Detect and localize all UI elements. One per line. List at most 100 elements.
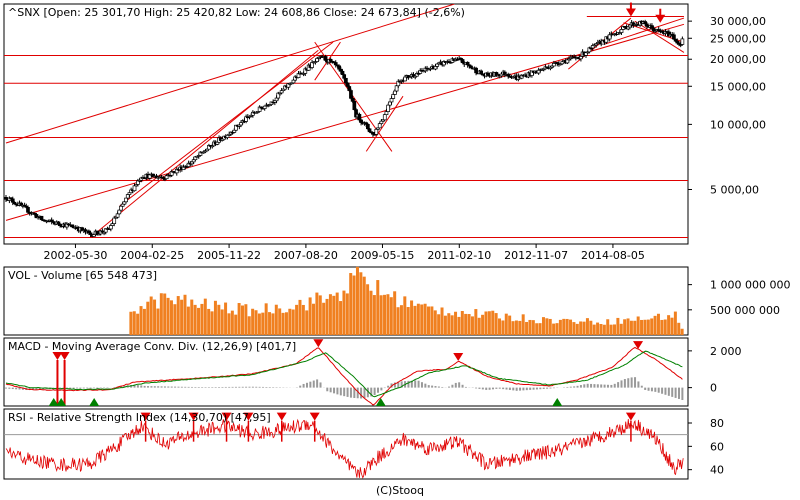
volume-bar (673, 311, 677, 335)
macd-panel-title: MACD - Moving Average Conv. Div. (12,26,… (8, 340, 296, 353)
macd-histogram-bar (333, 387, 336, 394)
candle-body (108, 225, 113, 230)
candle-body (386, 104, 391, 112)
macd-histogram-bar (380, 387, 383, 391)
candle-body (122, 201, 127, 205)
candle-body (340, 70, 345, 75)
macd-histogram-bar (654, 387, 657, 392)
rsi-overbought-arrow (188, 412, 199, 421)
volume-bar (447, 313, 451, 335)
rsi-panel: RSI - Relative Strength Index (14,30,70)… (3, 408, 724, 480)
candle-body (274, 97, 279, 102)
volume-bar (579, 321, 583, 335)
volume-bar (470, 316, 474, 335)
volume-bar (224, 302, 228, 335)
macd-histogram-bar (505, 387, 508, 390)
volume-bar (230, 310, 234, 335)
volume-bar (596, 322, 600, 335)
candle-body (132, 185, 137, 192)
macd-histogram-bar (512, 387, 515, 391)
volume-bar (555, 323, 559, 335)
macd-histogram-bar (59, 387, 62, 389)
volume-bar (308, 297, 312, 335)
candle-body (374, 128, 379, 135)
macd-histogram-bar (569, 386, 572, 388)
volume-bar (366, 284, 370, 335)
candle-body (474, 67, 478, 74)
volume-bar (257, 313, 261, 335)
macd-histogram-bar (377, 387, 380, 393)
macd-histogram-bar (316, 379, 319, 388)
macd-histogram-bar (485, 387, 488, 390)
candle-body (26, 207, 30, 213)
macd-histogram-bar (407, 380, 410, 388)
macd-histogram-bar (262, 386, 265, 388)
macd-histogram-bar (197, 387, 200, 388)
macd-histogram-bar (228, 386, 231, 388)
macd-histogram-bar (519, 387, 522, 391)
candle-body (337, 65, 341, 70)
macd-red-line (5, 346, 683, 406)
macd-histogram-bar (167, 386, 170, 388)
volume-bar (240, 305, 244, 335)
macd-histogram-bar (390, 383, 393, 388)
macd-histogram-bar (302, 383, 305, 388)
macd-histogram-bar (346, 387, 349, 397)
volume-bar (247, 316, 251, 335)
copyright-footer: (C)Stooq (375, 484, 424, 497)
price-markers (625, 2, 666, 23)
volume-bar (305, 310, 309, 335)
macd-histogram-bar (187, 386, 190, 388)
macd-green-line (5, 350, 683, 398)
candle-body (389, 98, 394, 103)
volume-bar (528, 319, 532, 335)
volume-bar (295, 304, 299, 335)
macd-histogram-bar (82, 387, 85, 389)
macd-histogram-bar (579, 385, 582, 388)
macd-histogram-bar (583, 384, 586, 388)
volume-bar (484, 311, 488, 335)
volume-bar (616, 317, 620, 335)
trend-line (5, 4, 455, 144)
volume-bar (149, 296, 153, 335)
macd-histogram-bar (218, 387, 221, 388)
price-y-tick-label: 20 000,00 (710, 53, 766, 66)
volume-bar (183, 294, 187, 335)
volume-bar (163, 293, 167, 335)
macd-histogram-bar (326, 387, 329, 392)
volume-bar (396, 307, 400, 335)
volume-bar (369, 290, 373, 335)
price-y-tick-label: 15 000,00 (710, 80, 766, 93)
price-signal-arrow (655, 14, 666, 23)
candle-body (403, 76, 407, 82)
volume-bar (626, 318, 630, 335)
macd-histogram-bar (373, 387, 376, 396)
macd-histogram-bar (238, 386, 241, 388)
candle-body (645, 23, 649, 27)
volume-bar (335, 292, 339, 335)
volume-bar (281, 312, 285, 335)
macd-histogram-bar (79, 387, 82, 389)
macd-sell-arrow (52, 352, 63, 360)
macd-histogram-bar (634, 377, 637, 388)
macd-histogram-bar (464, 386, 467, 388)
volume-bar (210, 311, 214, 335)
macd-histogram-bar (211, 387, 214, 388)
candle-body (387, 101, 392, 106)
volume-bar (176, 296, 180, 335)
macd-panel-frame (3, 337, 689, 407)
volume-bar (494, 313, 498, 335)
macd-histogram-bar (610, 384, 613, 388)
volume-bar (602, 324, 606, 335)
macd-histogram-bar (475, 387, 478, 389)
volume-bar (498, 318, 502, 335)
volume-bar (345, 293, 349, 335)
macd-histogram-bar (630, 377, 633, 388)
volume-bar (619, 323, 623, 335)
volume-bar (237, 303, 241, 335)
macd-histogram-bar (299, 385, 302, 388)
volume-bar (352, 275, 356, 335)
volume-bar (139, 306, 143, 335)
volume-bar (636, 316, 640, 335)
